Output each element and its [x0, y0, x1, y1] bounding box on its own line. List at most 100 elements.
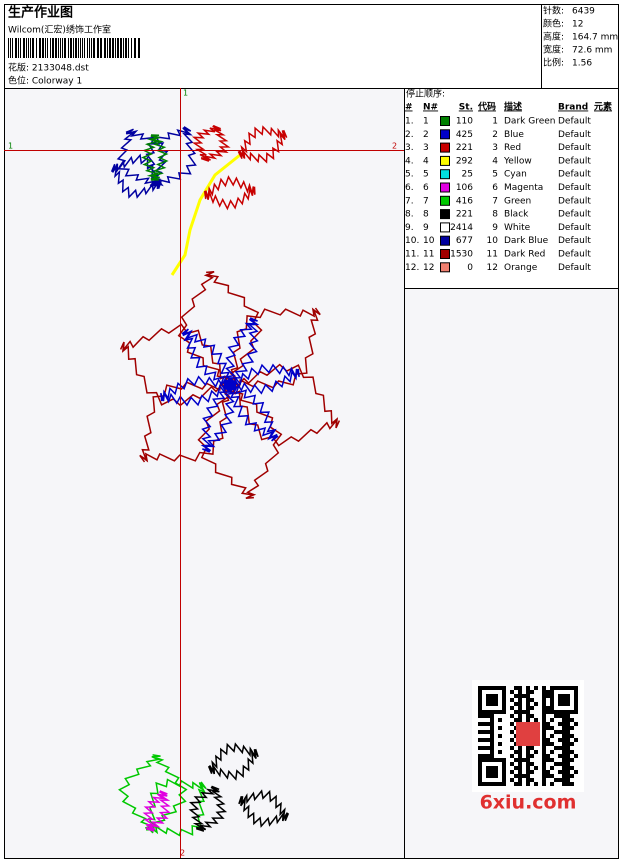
qr-module: [490, 758, 494, 762]
qr-module: [486, 782, 490, 786]
qr-module: [478, 730, 482, 734]
row-brand: Default: [558, 143, 591, 153]
stitch-shape: [191, 125, 231, 162]
qr-module: [566, 762, 570, 766]
qr-module: [490, 730, 494, 734]
row-brand: Default: [558, 156, 591, 166]
qr-module: [542, 770, 546, 774]
color-table: # N# St. 代码 描述 Brand 元素1. 1 110 1 Dark Green Defaul…: [405, 101, 612, 273]
qr-module: [574, 738, 578, 742]
qr-module: [566, 742, 570, 746]
qr-module: [546, 726, 550, 730]
row-brand: Default: [558, 170, 591, 180]
qr-module: [566, 778, 570, 782]
barcode-bar: [100, 38, 102, 58]
barcode-bar: [32, 38, 34, 58]
row-brand: Default: [558, 130, 591, 140]
qr-module: [566, 746, 570, 750]
qr-module: [566, 718, 570, 722]
qr-module: [542, 758, 546, 762]
qr-module: [498, 686, 502, 690]
qr-module: [562, 694, 566, 698]
row-description: Black: [504, 210, 529, 220]
qr-module: [490, 698, 494, 702]
qr-module: [530, 714, 534, 718]
row-description: Cyan: [504, 170, 527, 180]
barcode-bar: [97, 38, 99, 58]
qr-module: [554, 746, 558, 750]
qr-module: [490, 726, 494, 730]
barcode-bar: [125, 38, 127, 58]
qr-module: [482, 714, 486, 718]
qr-module: [482, 722, 486, 726]
row-number: 1: [423, 117, 429, 127]
qr-module: [534, 702, 538, 706]
qr-module: [494, 702, 498, 706]
qr-module: [546, 690, 550, 694]
qr-module: [478, 702, 482, 706]
qr-module: [482, 738, 486, 742]
qr-module: [550, 726, 554, 730]
design-area: [4, 88, 404, 858]
qr-module: [554, 686, 558, 690]
row-number: 12: [423, 263, 434, 273]
qr-module: [478, 722, 482, 726]
qr-module: [494, 694, 498, 698]
qr-module: [566, 770, 570, 774]
title: 生产作业图: [8, 5, 73, 21]
qr-module: [482, 758, 486, 762]
qr-module: [542, 706, 546, 710]
qr-module: [502, 778, 506, 782]
row-number: 10: [423, 236, 435, 246]
qr-module: [518, 750, 522, 754]
qr-module: [558, 710, 562, 714]
qr-module: [486, 714, 490, 718]
qr-module: [518, 698, 522, 702]
row-index: 11.: [405, 250, 419, 260]
qr-module: [542, 722, 546, 726]
qr-module: [510, 738, 514, 742]
color-swatch: [440, 235, 450, 246]
qr-module: [554, 730, 558, 734]
row-number: 7: [423, 196, 429, 206]
qr-module: [550, 734, 554, 738]
barcode: [8, 38, 140, 58]
qr-module: [514, 758, 518, 762]
qr-module: [562, 686, 566, 690]
qr-module: [518, 714, 522, 718]
color-swatch: [440, 129, 450, 140]
barcode-bar: [62, 38, 63, 58]
row-brand: Default: [558, 236, 591, 246]
qr-module: [494, 698, 498, 702]
qr-module: [478, 686, 482, 690]
qr-module: [566, 714, 570, 718]
row-brand: Default: [558, 117, 591, 127]
qr-module: [502, 706, 506, 710]
qr-module: [562, 758, 566, 762]
qr-module: [550, 750, 554, 754]
row-stitches: 677: [456, 236, 473, 246]
row-stitches: 416: [456, 196, 473, 206]
info-label: 颜色:: [543, 18, 564, 30]
qr-module: [490, 766, 494, 770]
qr-module: [550, 758, 554, 762]
barcode-bar: [80, 38, 81, 58]
qr-module: [478, 762, 482, 766]
qr-module: [542, 698, 546, 702]
qr-module: [526, 706, 530, 710]
qr-module: [562, 718, 566, 722]
qr-module: [530, 698, 534, 702]
column-header: 代码: [477, 101, 496, 113]
barcode-bar: [45, 38, 46, 58]
qr-module: [570, 750, 574, 754]
qr-module: [566, 782, 570, 786]
qr-module: [526, 750, 530, 754]
qr-module: [558, 754, 562, 758]
qr-module: [502, 686, 506, 690]
color-swatch: [440, 249, 450, 259]
row-index: 9.: [405, 223, 414, 233]
qr-module: [542, 714, 546, 718]
qr-module: [534, 782, 538, 786]
barcode-bar: [109, 38, 111, 58]
